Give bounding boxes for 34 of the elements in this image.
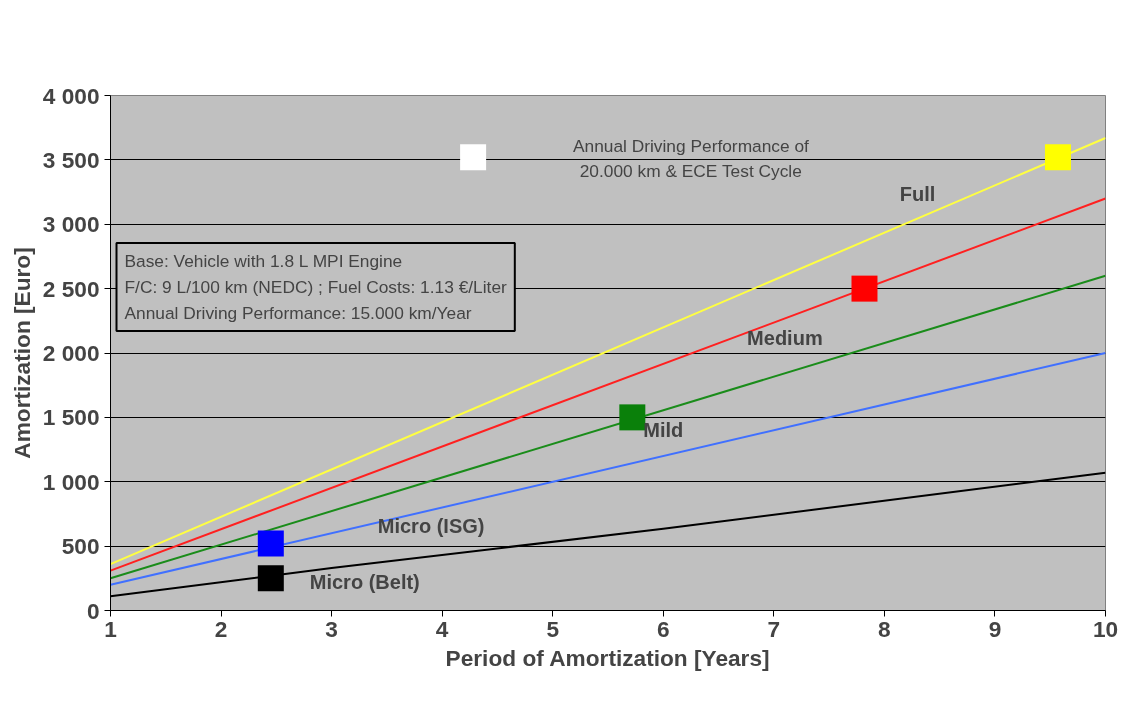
y-axis-title: Amortization [Euro]: [8, 247, 35, 459]
y-tick-label: 500: [61, 533, 100, 560]
y-tick-label: 1 500: [42, 404, 100, 431]
x-tick-label: 9: [988, 615, 1002, 642]
x-tick-label: 4: [435, 615, 449, 642]
y-tick-label: 3 000: [42, 211, 100, 238]
annotation: Annual Driving Performance of 20.000 km & ECE Test Cycle: [572, 136, 810, 182]
x-tick-label: 2: [214, 615, 228, 642]
series-label: Full: [899, 183, 936, 206]
annotation: Base: Vehicle with 1.8 L MPI Engine F/C: 9 L/100 km (NEDC) ; Fuel Costs: 1.13 €/Liter Annual Driving Performance: 15.000 km/Year: [124, 251, 508, 324]
x-tick-label: 6: [656, 615, 670, 642]
point: [619, 404, 646, 431]
series-label: Mild: [643, 418, 684, 441]
y-tick-label: 1 000: [42, 468, 100, 495]
series-label: Micro (ISG): [377, 514, 485, 537]
series-label: Medium: [747, 326, 823, 349]
y-tick-label: 2 000: [42, 340, 100, 366]
x-tick-label: 3: [325, 615, 338, 642]
y-tick-label: 2 500: [42, 275, 100, 302]
x-axis-title: Period of Amortization [Years]: [445, 644, 770, 671]
point: [1044, 144, 1071, 171]
y-tick-label: 0: [86, 597, 100, 624]
point: [257, 565, 284, 592]
x-tick-label: 5: [546, 615, 560, 642]
x-tick-label: 10: [1092, 615, 1119, 642]
point: [257, 530, 284, 557]
x-tick-label: 8: [878, 615, 891, 642]
point: [460, 144, 487, 171]
series-label: Micro (Belt): [309, 571, 420, 594]
y-tick-label: 3 500: [42, 146, 100, 173]
point: [851, 275, 878, 302]
x-tick-label: 1: [104, 615, 117, 642]
y-tick-label: 4 000: [42, 82, 100, 109]
x-tick-label: 7: [767, 615, 781, 642]
